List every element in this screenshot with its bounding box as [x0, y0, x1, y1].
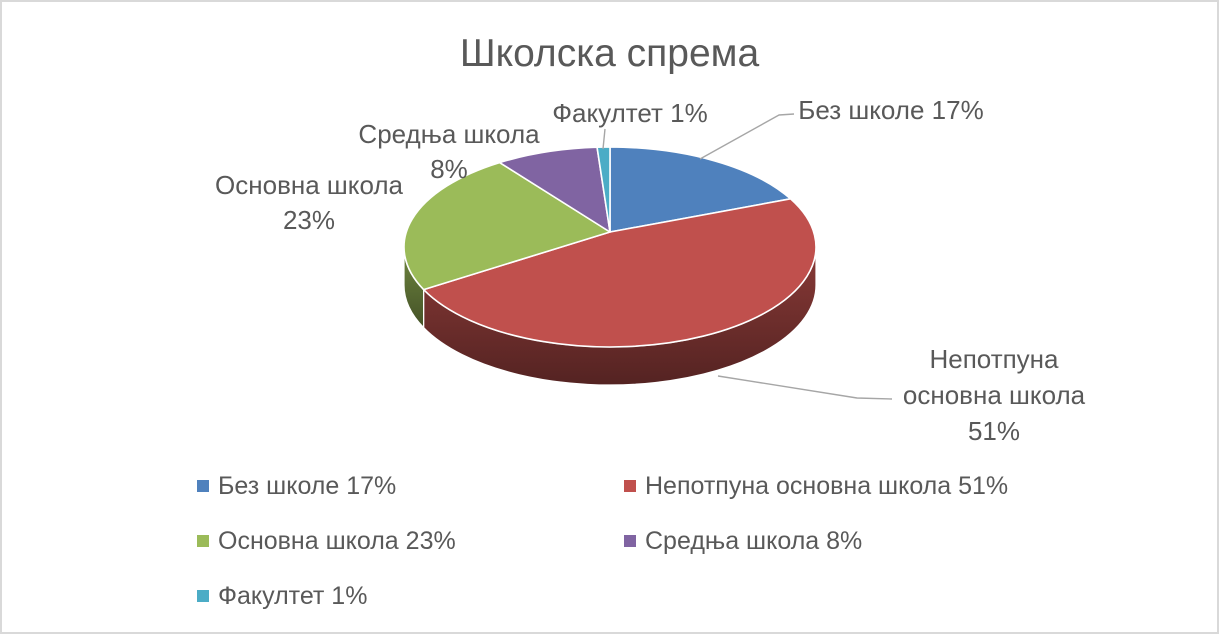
pie-slice-1	[422, 198, 817, 348]
pie-slice-3	[498, 146, 611, 233]
legend-marker-icon	[624, 480, 636, 492]
legend-item-1: Непотпуна основна школа 51%	[624, 472, 1008, 527]
legend-marker-icon	[197, 480, 209, 492]
leader-line-1	[717, 375, 893, 400]
legend-label: Факултет 1%	[218, 582, 368, 610]
data-label-2: Основна школа 23%	[215, 170, 403, 235]
data-label-3: Средња школа 8%	[358, 119, 540, 184]
pie-slice-2	[403, 161, 611, 291]
pie-slice-0	[609, 146, 792, 233]
chart-title: Школска спрема	[459, 32, 760, 75]
legend-marker-icon	[197, 535, 209, 547]
data-label-0: Без школе 17%	[798, 95, 984, 125]
legend-label: Непотпуна основна школа 51%	[645, 472, 1009, 500]
legend: Без школе 17% Непотпуна основна школа 51%…	[197, 472, 1008, 632]
legend-label: Без школе 17%	[218, 472, 397, 500]
legend-label: Основна школа 23%	[218, 527, 456, 555]
legend-marker-icon	[197, 590, 209, 602]
legend-item-3: Средња школа 8%	[624, 527, 1008, 582]
legend-item-2: Основна школа 23%	[197, 527, 624, 582]
data-label-1: Непотпуна основна школа 51%	[902, 344, 1086, 446]
leader-line-0	[699, 113, 795, 160]
legend-item-4: Факултет 1%	[197, 582, 624, 632]
legend-item-0: Без школе 17%	[197, 472, 624, 527]
legend-label: Средња школа 8%	[645, 527, 863, 555]
leader-line-4	[602, 128, 606, 150]
data-label-4: Факултет 1%	[552, 98, 708, 128]
legend-marker-icon	[624, 535, 636, 547]
